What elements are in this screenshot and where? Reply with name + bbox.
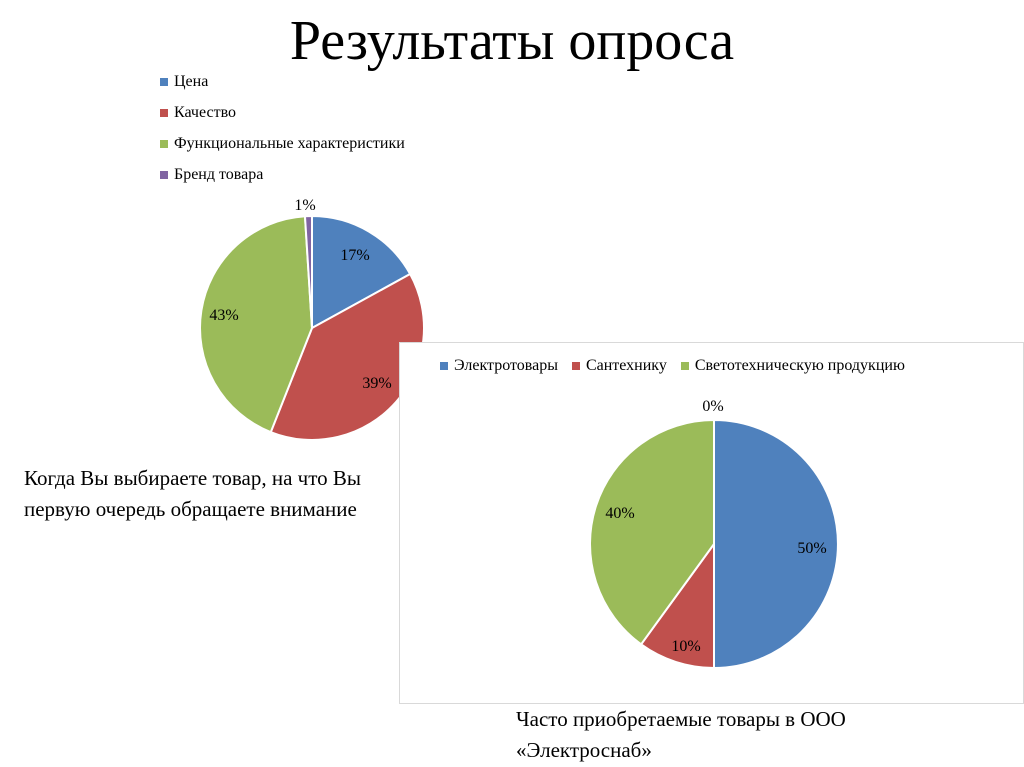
legend-label: Светотехническую продукцию <box>694 357 905 374</box>
pie-data-label: 0% <box>702 398 723 415</box>
legend-label: Качество <box>174 103 237 121</box>
pie-slice <box>199 215 314 434</box>
legend-swatch-red <box>571 362 580 370</box>
pie-data-label: 40% <box>605 505 634 522</box>
chart1-legend: Цена Качество Функциональные характерист… <box>160 66 405 190</box>
survey-question: Когда Вы выбираете товар, на что Вы перв… <box>24 466 361 521</box>
chart2-pie: 50% 10% 40% 0% <box>589 398 839 670</box>
legend-label: Сантехнику <box>585 357 667 374</box>
chart1-pie: 17% 39% 43% 1% <box>199 197 425 441</box>
pie-data-label: 10% <box>671 638 700 655</box>
pie-slice <box>589 418 715 646</box>
legend-label: Цена <box>174 72 209 90</box>
legend-item-lighting: Светотехническую продукцию <box>680 357 905 375</box>
legend-item-plumbing: Сантехнику <box>571 357 667 375</box>
legend-label: Электротовары <box>454 357 558 374</box>
legend-item-quality: Качество <box>160 97 405 128</box>
chart2-frame: 50% 10% 40% 0% Электротовары Сантехнику Све… <box>399 342 1024 704</box>
chart2-legend: Электротовары Сантехнику Светотехническу… <box>440 357 919 375</box>
slide-title: Результаты опроса <box>289 10 735 72</box>
pie-slice <box>311 214 412 330</box>
legend-swatch-purple <box>160 170 168 179</box>
pie-slice <box>639 540 715 670</box>
legend-swatch-blue <box>160 77 168 86</box>
pie-slice <box>303 214 313 329</box>
pie-data-label: 39% <box>362 375 391 392</box>
pie-slice <box>713 418 839 670</box>
legend-label: Функциональные характеристики <box>174 134 405 152</box>
chart2-caption: Часто приобретаемые товары в ООО «Электр… <box>516 707 846 762</box>
legend-swatch-blue <box>440 362 448 370</box>
legend-item-features: Функциональные характеристики <box>160 128 405 159</box>
pie-data-label: 43% <box>209 307 238 324</box>
legend-item-price: Цена <box>160 66 405 97</box>
legend-swatch-red <box>160 108 168 117</box>
pie-data-label: 50% <box>797 540 826 557</box>
pie-slice <box>269 272 425 441</box>
pie-data-label: 1% <box>294 197 315 214</box>
legend-item-brand: Бренд товара <box>160 159 405 190</box>
legend-item-electro: Электротовары <box>440 357 558 375</box>
legend-swatch-green <box>160 139 168 148</box>
pie-data-label: 17% <box>340 247 369 264</box>
legend-swatch-green <box>680 362 689 370</box>
legend-label: Бренд товара <box>174 165 264 183</box>
